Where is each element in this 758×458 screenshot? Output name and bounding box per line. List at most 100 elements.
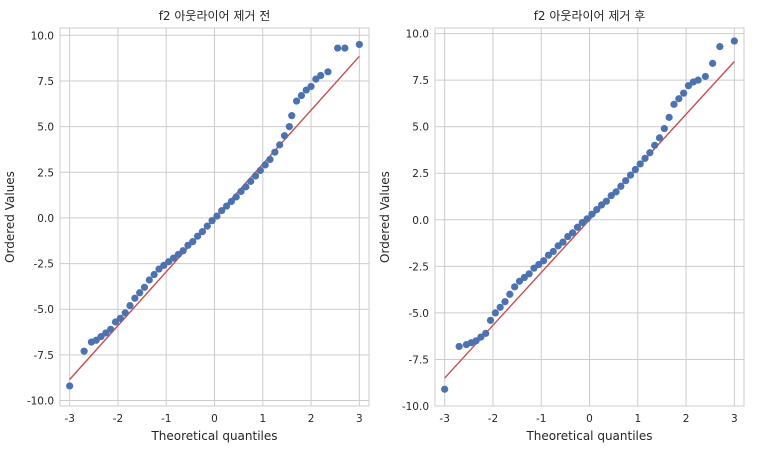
x-tick-label: -1 (161, 413, 171, 425)
data-point (341, 44, 349, 52)
data-point (646, 149, 654, 157)
x-tick-label: 2 (683, 413, 690, 425)
data-point (189, 238, 197, 246)
data-point (213, 212, 221, 220)
x-tick-label: 3 (356, 413, 363, 425)
data-point (256, 166, 264, 175)
x-tick-label: 0 (211, 413, 218, 425)
y-tick-label: 0.0 (37, 213, 54, 225)
data-point (482, 329, 490, 337)
data-point (441, 385, 449, 393)
data-point (280, 132, 289, 140)
y-tick-label: -5.0 (409, 308, 430, 320)
y-tick-label: -7.5 (34, 350, 55, 362)
qq-plot-before: -3 -2 -1 0 1 2 3 -10.0 -7.5 -5.0 -2.5 0.0 2.5 5.0 7.5 1… (3, 9, 370, 443)
data-point (285, 123, 293, 131)
x-tick-label: 1 (259, 413, 266, 425)
data-point (150, 270, 158, 279)
plot-frame (434, 27, 745, 407)
y-tick-label: 10.0 (406, 29, 429, 41)
x-tick-label: -2 (113, 413, 123, 425)
data-point (317, 71, 325, 80)
data-point (631, 165, 639, 174)
data-point (593, 205, 601, 214)
y-tick-label: -2.5 (34, 259, 55, 271)
data-point (136, 289, 144, 297)
data-point (491, 309, 499, 317)
data-point (651, 141, 659, 149)
data-point (222, 202, 231, 210)
data-point (716, 43, 724, 51)
data-point (617, 182, 625, 190)
data-point (218, 207, 226, 215)
data-point (525, 270, 533, 278)
data-point (307, 82, 315, 91)
data-point (334, 44, 342, 52)
y-tick-label: 7.5 (37, 76, 54, 88)
data-point (121, 309, 129, 317)
y-axis-label: Ordered Values (378, 171, 392, 263)
data-point (680, 89, 688, 97)
data-point (709, 59, 717, 67)
y-tick-label: 7.5 (412, 75, 429, 87)
y-tick-label: 10.0 (31, 30, 54, 42)
chart-title: f2 아웃라이어 제거 후 (534, 9, 646, 23)
data-point (227, 197, 235, 206)
data-point (232, 193, 240, 201)
y-tick-label: -7.5 (409, 354, 430, 366)
data-point (126, 301, 134, 310)
x-tick-label: 3 (731, 413, 738, 425)
data-point (540, 257, 548, 265)
data-point (194, 232, 202, 240)
x-tick-label: 2 (308, 413, 315, 425)
data-point (251, 172, 260, 180)
data-point (660, 124, 668, 133)
data-point (626, 171, 635, 179)
data-point (583, 215, 591, 223)
x-tick-label: -3 (64, 413, 74, 425)
data-point (131, 294, 139, 302)
y-tick-label: -5.0 (34, 304, 55, 316)
data-point (116, 314, 124, 322)
data-point (455, 342, 463, 351)
chart-title: f2 아웃라이어 제거 전 (159, 9, 271, 23)
data-point (288, 112, 296, 120)
data-point (501, 298, 509, 306)
data-point (247, 177, 255, 185)
data-point (242, 183, 250, 191)
y-tick-label: -10.0 (402, 401, 429, 413)
y-tick-label: 5.0 (412, 122, 429, 134)
data-point (602, 197, 610, 205)
y-tick-label: -2.5 (409, 261, 430, 273)
data-point (266, 155, 274, 164)
plot-frame (59, 27, 370, 407)
y-tick-label: -10.0 (27, 396, 54, 408)
data-point (612, 188, 620, 196)
data-point (203, 222, 211, 230)
qq-plot-after: -3 -2 -1 0 1 2 3 -10.0 -7.5 -5.0 -2.5 0.0 2.5 5.0 7.5 1… (378, 9, 745, 443)
data-point (355, 40, 363, 49)
x-axis-label: Theoretical quantiles (525, 429, 652, 443)
data-point (208, 217, 216, 225)
data-point (665, 113, 673, 121)
y-tick-label: 0.0 (412, 215, 429, 227)
x-tick-label: -2 (488, 413, 498, 425)
data-point (107, 325, 115, 333)
data-point (198, 228, 207, 236)
x-tick-label: -3 (439, 413, 449, 425)
data-point (641, 154, 649, 162)
data-point (655, 134, 664, 142)
data-point (559, 238, 567, 246)
data-point (292, 97, 301, 105)
data-point (80, 347, 88, 355)
data-point (622, 177, 630, 185)
data-point (145, 276, 153, 284)
data-point (297, 91, 306, 100)
data-point (730, 37, 738, 45)
data-point (261, 161, 269, 169)
data-point (271, 148, 279, 156)
x-axis-label: Theoretical quantiles (150, 429, 277, 443)
y-tick-label: 2.5 (37, 167, 54, 179)
x-tick-label: -1 (536, 413, 546, 425)
